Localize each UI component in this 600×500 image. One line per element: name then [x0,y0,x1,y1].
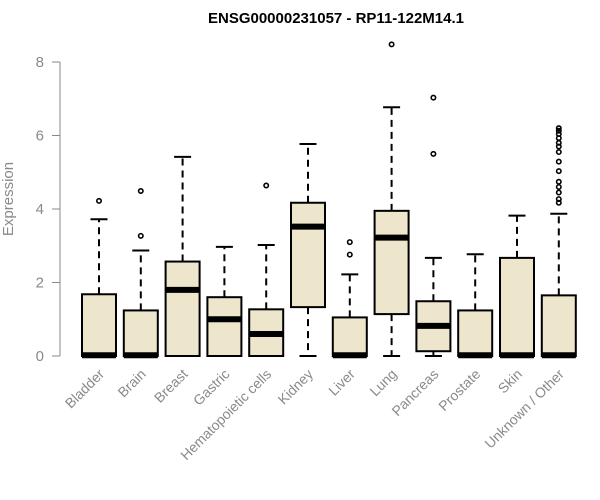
outlier-point [555,139,562,146]
box-iqr [81,293,117,358]
y-tick-label-2: 2 [36,275,44,292]
outlier-point [263,182,270,189]
outlier-point [555,189,562,196]
outlier-point [346,251,353,258]
outlier-point [346,239,353,246]
box-liver [331,239,368,359]
x-tick-label-unknown-other: Unknown / Other [481,366,567,452]
box-bladder [81,197,117,359]
box-iqr [290,201,326,309]
outlier-point [555,196,562,203]
x-tick-label-prostate: Prostate [435,366,483,414]
outlier-point [555,149,562,156]
box-pancreas [415,94,452,357]
outlier-point [137,187,144,194]
x-tick-label-skin: Skin [495,366,526,397]
x-tick-label-brain: Brain [114,366,148,400]
outlier-point [430,94,437,101]
outlier-point [555,183,562,190]
outlier-point [555,168,562,175]
y-tick-label-4: 4 [36,201,44,218]
box-iqr [206,296,243,358]
y-tick-label-0: 0 [36,348,44,365]
outlier-point [388,41,395,48]
outlier-point [555,125,562,132]
boxes-group [81,41,577,359]
box-kidney [290,142,326,357]
box-gastric [206,245,243,358]
y-axis-ticks: 0 2 4 6 8 [36,54,60,365]
box-breast [164,155,201,357]
box-iqr [457,309,494,357]
x-tick-label-breast: Breast [151,366,191,406]
x-tick-label-liver: Liver [325,366,358,399]
x-tick-label-lung: Lung [366,366,399,399]
box-hematopoietic-cells [248,182,285,358]
outlier-point [96,197,103,204]
box-brain [122,187,159,359]
box-iqr [373,209,410,316]
box-iqr [331,316,368,358]
box-unknown-other [540,125,577,359]
y-tick-label-6: 6 [36,128,44,145]
chart-title: ENSG00000231057 - RP11-122M14.1 [208,10,464,27]
x-tick-label-bladder: Bladder [62,366,108,412]
box-skin [499,214,535,359]
box-lung [373,41,410,357]
box-iqr [122,309,159,357]
box-prostate [457,253,494,359]
outlier-point [430,150,437,157]
x-tick-label-kidney: Kidney [275,366,317,408]
box-iqr [164,260,201,357]
outlier-point [137,232,144,239]
outlier-point [555,158,562,165]
outlier-point [555,178,562,185]
y-axis-label: Expression [0,162,17,236]
outlier-point [555,127,562,134]
box-iqr [540,294,577,357]
box-iqr [499,256,535,357]
outlier-point [555,131,562,138]
y-tick-label-8: 8 [36,54,44,71]
